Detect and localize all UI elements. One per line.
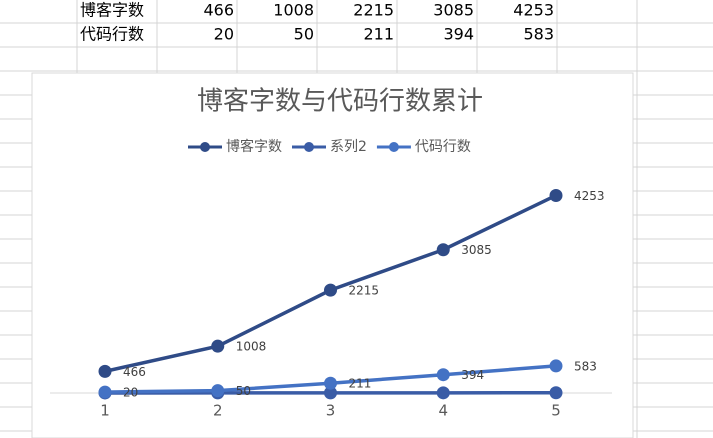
- data-point: [436, 368, 450, 382]
- x-tick-label: 5: [551, 402, 561, 420]
- cell-value: 583: [523, 25, 554, 44]
- row-label: 博客字数: [80, 1, 144, 20]
- data-label: 20: [123, 386, 138, 400]
- data-label: 466: [123, 365, 146, 379]
- cell-value: 394: [443, 25, 474, 44]
- cell-value: 4253: [513, 1, 554, 20]
- data-label: 211: [349, 377, 372, 391]
- data-point: [211, 384, 225, 398]
- row-label: 代码行数: [80, 25, 144, 44]
- legend-label: 博客字数: [226, 138, 282, 155]
- x-tick-label: 4: [438, 402, 448, 420]
- data-label: 583: [574, 359, 597, 373]
- data-label: 3085: [461, 243, 492, 257]
- data-point: [324, 376, 337, 390]
- cell-value: 2215: [353, 1, 394, 20]
- legend-marker: [388, 142, 399, 152]
- data-point: [98, 385, 112, 399]
- legend-marker: [200, 142, 210, 152]
- legend-marker: [304, 142, 314, 152]
- data-point: [211, 339, 225, 353]
- cell-value: 50: [294, 25, 314, 44]
- data-point: [436, 243, 450, 257]
- legend-label: 代码行数: [415, 139, 471, 155]
- cell-value: 20: [214, 25, 234, 44]
- x-tick-label: 1: [100, 402, 110, 420]
- data-label: 4253: [574, 189, 605, 203]
- data-label: 2215: [349, 284, 380, 298]
- cell-value: 1008: [273, 1, 314, 20]
- cell-value: 466: [203, 1, 234, 20]
- data-label: 394: [461, 368, 484, 382]
- data-point: [549, 359, 563, 373]
- data-label: 50: [236, 384, 251, 398]
- x-tick-label: 2: [213, 402, 223, 420]
- data-point: [549, 386, 563, 400]
- data-label: 1008: [236, 340, 267, 354]
- x-tick-label: 3: [326, 402, 336, 420]
- data-point: [549, 188, 563, 202]
- legend-label: 系列2: [330, 139, 367, 155]
- cell-value: 3085: [433, 1, 474, 20]
- chart-title: 博客字数与代码行数累计: [197, 87, 483, 117]
- data-point: [436, 386, 450, 400]
- data-point: [98, 364, 112, 378]
- cell-value: 211: [363, 25, 394, 44]
- data-point: [324, 386, 337, 400]
- data-point: [324, 283, 337, 297]
